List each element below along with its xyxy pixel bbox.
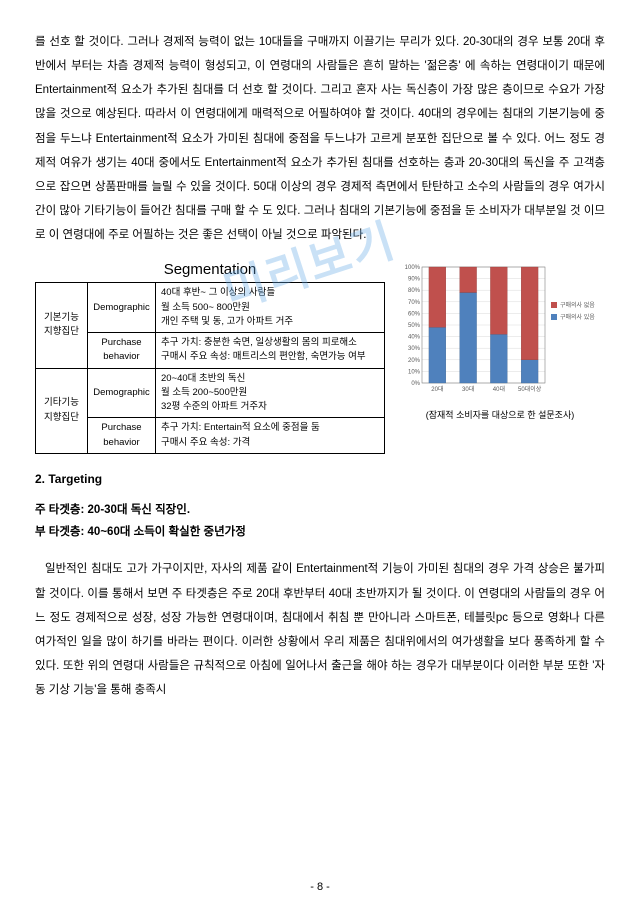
segmentation-title: Segmentation [35,261,385,278]
svg-text:80%: 80% [408,288,421,294]
svg-text:30대: 30대 [462,385,474,393]
cell-demo-label: Demographic [88,283,156,333]
svg-text:60%: 60% [408,312,421,318]
paragraph-2: 일반적인 침대도 고가 가구이지만, 자사의 제품 같이 Entertainme… [35,557,605,702]
svg-text:40대: 40대 [493,385,505,393]
cell-demo-1: 40대 후반~ 그 이상의 사람들 월 소득 500~ 800만원 개인 주택 … [156,283,385,333]
cell-demo-2: 20~40대 초반의 독신 월 소득 200~500만원 32평 수준의 아파트… [156,368,385,418]
svg-text:20%: 20% [408,358,421,364]
segmentation-section: Segmentation 기본기능 지향집단 Demographic 40대 후… [35,261,605,454]
svg-text:40%: 40% [408,335,421,341]
chart-caption: (잠재적 소비자를 대상으로 한 설문조사) [395,408,605,421]
page-number: - 8 - [0,881,640,893]
cell-demo-label: Demographic [88,368,156,418]
row-group-1: 기본기능 지향집단 [36,283,88,368]
svg-text:100%: 100% [405,265,421,271]
target-block: 주 타겟층: 20-30대 독신 직장인. 부 타겟층: 40~60대 소득이 … [35,500,605,544]
svg-text:구매의사 있음: 구매의사 있음 [560,313,595,321]
bar-chart-svg: 0% 10% 20% 30% 40% 50% 60% 70% 80% 90% 100% 20대 30대 4… [395,261,605,401]
svg-text:10%: 10% [408,370,421,376]
target-sub: 부 타겟층: 40~60대 소득이 확실한 중년가정 [35,522,605,544]
target-main: 주 타겟층: 20-30대 독신 직장인. [35,500,605,522]
svg-text:70%: 70% [408,300,421,306]
svg-text:구매의사 없음: 구매의사 없음 [560,301,595,309]
table-row: Purchase behavior 추구 가치: 충분한 숙면, 일상생활의 몸… [36,333,385,369]
svg-text:50대이상: 50대이상 [518,385,542,393]
row-group-2: 기타기능 지향집단 [36,368,88,453]
segmentation-table-wrap: Segmentation 기본기능 지향집단 Demographic 40대 후… [35,261,385,454]
svg-text:0%: 0% [411,381,420,387]
table-row: Purchase behavior 추구 가치: Entertain적 요소에 … [36,418,385,454]
segmentation-table: 기본기능 지향집단 Demographic 40대 후반~ 그 이상의 사람들 … [35,282,385,454]
svg-text:20대: 20대 [431,385,443,393]
cell-purch-1: 추구 가치: 충분한 숙면, 일상생활의 몸의 피로해소 구매시 주요 속성: … [156,333,385,369]
cell-purch-2: 추구 가치: Entertain적 요소에 중점을 둠 구매시 주요 속성: 가… [156,418,385,454]
svg-text:30%: 30% [408,346,421,352]
survey-chart: 0% 10% 20% 30% 40% 50% 60% 70% 80% 90% 100% 20대 30대 4… [395,261,605,454]
cell-purch-label: Purchase behavior [88,333,156,369]
svg-text:90%: 90% [408,277,421,283]
table-row: 기타기능 지향집단 Demographic 20~40대 초반의 독신 월 소득… [36,368,385,418]
table-row: 기본기능 지향집단 Demographic 40대 후반~ 그 이상의 사람들 … [36,283,385,333]
cell-purch-label: Purchase behavior [88,418,156,454]
section-2-heading: 2. Targeting [35,472,605,486]
paragraph-1: 를 선호 할 것이다. 그러나 경제적 능력이 없는 10대들을 구매까지 이끌… [35,30,605,247]
svg-text:50%: 50% [408,323,421,329]
